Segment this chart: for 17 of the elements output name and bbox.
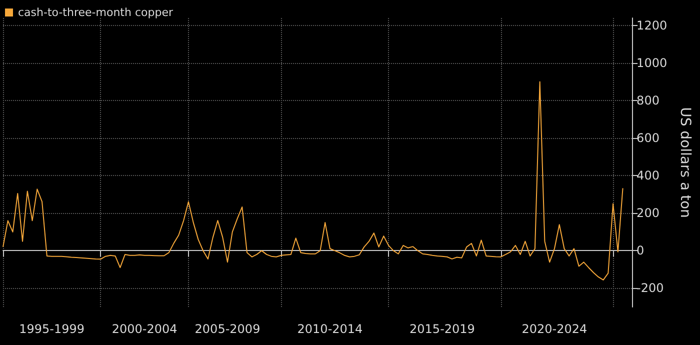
x-tick-label: 2010-2014 (297, 322, 363, 336)
y-tick-label: 600 (636, 131, 660, 146)
y-tick-label: -200 (636, 281, 664, 296)
line-series (2, 81, 624, 280)
x-tick-label: 2000-2004 (112, 322, 178, 336)
y-tick-label: 1000 (636, 56, 668, 70)
y-tick-label: 1200 (636, 18, 668, 33)
y-tick-label: 0 (636, 244, 644, 258)
y-tick-label: 800 (636, 94, 660, 108)
y-axis-title: US dollars a ton (677, 107, 693, 218)
x-tick-label: 2005-2009 (194, 322, 260, 336)
legend-label: cash-to-three-month copper (18, 6, 174, 19)
x-tick-label: 2015-2019 (410, 322, 475, 336)
x-tick-label: 2020-2024 (522, 322, 588, 336)
y-tick-label: 200 (636, 206, 660, 220)
y-tick-label: 400 (636, 168, 660, 183)
x-tick-label: 1995-1999 (19, 322, 85, 336)
